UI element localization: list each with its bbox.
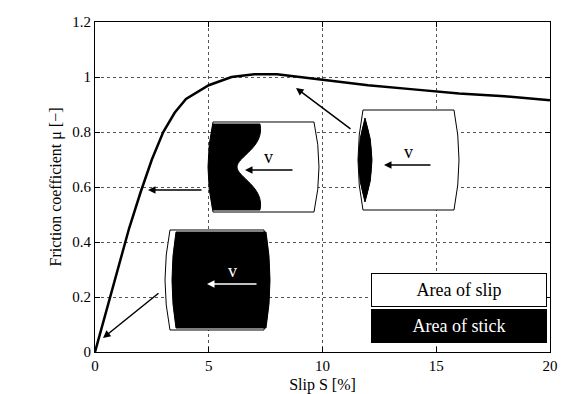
svg-text:15: 15 [429,358,444,374]
svg-text:0.4: 0.4 [72,234,91,250]
svg-text:Area of slip: Area of slip [417,280,502,300]
svg-text:10: 10 [315,358,330,374]
svg-text:1: 1 [84,69,92,85]
svg-text:1.2: 1.2 [72,14,91,30]
svg-text:0.2: 0.2 [72,289,91,305]
svg-text:5: 5 [205,358,213,374]
svg-text:v: v [404,142,413,162]
svg-text:0.8: 0.8 [72,124,91,140]
svg-text:v: v [264,147,273,167]
svg-text:Slip S [%]: Slip S [%] [289,376,356,394]
svg-text:20: 20 [543,358,558,374]
svg-text:v: v [228,261,237,281]
svg-text:Friction coefficient μ [−]: Friction coefficient μ [−] [47,107,65,266]
svg-text:0.6: 0.6 [72,179,91,195]
svg-text:Area of stick: Area of stick [413,316,506,336]
svg-text:0: 0 [91,358,99,374]
svg-text:0: 0 [84,344,92,360]
